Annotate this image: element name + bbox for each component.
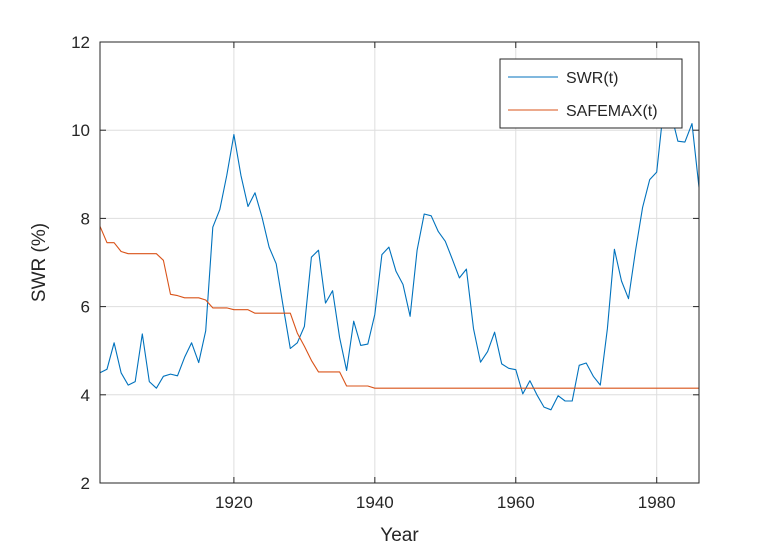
axes-box: [99, 41, 700, 484]
legend: SWR(t) SAFEMAX(t): [499, 58, 683, 129]
y-tick-label: 4: [81, 386, 90, 405]
y-tick-label: 8: [81, 209, 90, 228]
y-tick-label: 2: [81, 474, 90, 493]
legend-box: [499, 58, 683, 129]
x-tick-label: 1920: [215, 493, 253, 512]
x-tick-label: 1980: [638, 493, 676, 512]
legend-label: SAFEMAX(t): [566, 103, 658, 120]
y-tick-label: 10: [71, 121, 90, 140]
x-axis-title: Year: [380, 525, 419, 543]
series-group: [99, 105, 700, 411]
x-tick-label: 1960: [497, 493, 535, 512]
series-line: [99, 226, 699, 389]
y-tick-label: 6: [81, 298, 90, 317]
y-tick-label: 12: [71, 33, 90, 52]
legend-label: SWR(t): [566, 70, 618, 87]
ticks: 1920 1940 1960 1980 2 4 6 8 10 12: [71, 33, 699, 512]
series-line: [99, 105, 700, 411]
y-axis-title: SWR (%): [29, 223, 50, 302]
x-tick-label: 1940: [356, 493, 394, 512]
